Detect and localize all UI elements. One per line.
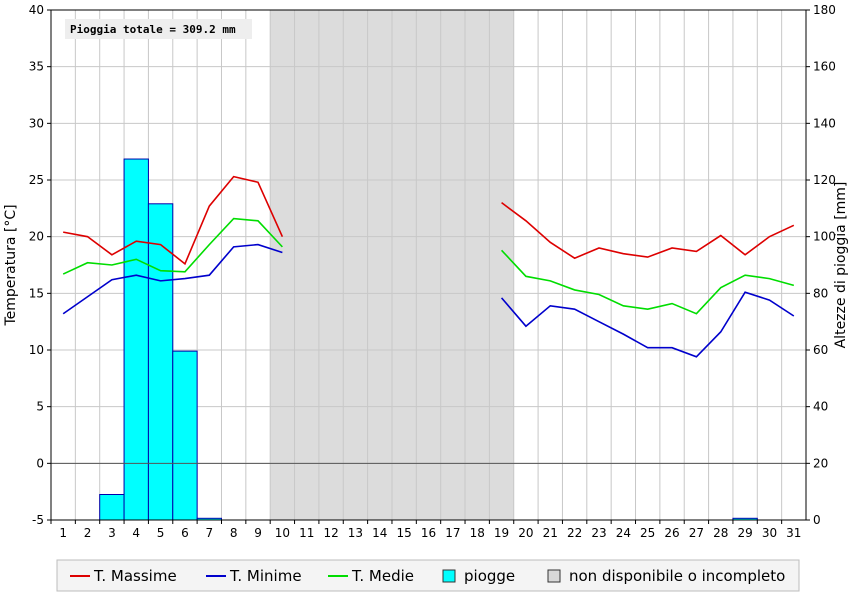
x-tick-label: 1 [59, 526, 67, 540]
total-rain-annotation: Pioggia totale = 309.2 mm [65, 19, 252, 39]
y-left-tick-label: 25 [29, 173, 44, 187]
x-tick-label: 21 [543, 526, 558, 540]
y-right-tick-label: 180 [813, 3, 836, 17]
x-tick-label: 2 [84, 526, 92, 540]
x-tick-label: 15 [397, 526, 412, 540]
line-t-minime [500, 291, 795, 358]
x-tick-label: 16 [421, 526, 436, 540]
y-left-tick-label: 20 [29, 230, 44, 244]
y-right-tick-label: 120 [813, 173, 836, 187]
x-tick-label: 13 [348, 526, 363, 540]
legend-swatch-box [547, 569, 561, 583]
x-tick-label: 28 [713, 526, 728, 540]
y-left-tick-label: 30 [29, 116, 44, 130]
y-left-tick-label: -5 [32, 513, 44, 527]
line-t-medie [500, 249, 795, 315]
x-tick-label: 24 [616, 526, 631, 540]
x-tick-label: 29 [737, 526, 752, 540]
plot-frame [50, 9, 807, 521]
y-right-tick-label: 0 [813, 513, 821, 527]
x-tick-label: 20 [518, 526, 533, 540]
rain-bar [99, 494, 125, 521]
y-left-tick-label: 40 [29, 3, 44, 17]
rain-bar [123, 158, 149, 521]
plot-border [50, 9, 807, 521]
rain-bar [172, 350, 198, 521]
x-tick-label: 19 [494, 526, 509, 540]
x-tick-label: 12 [323, 526, 338, 540]
x-tick-label: 18 [470, 526, 485, 540]
legend-label: piogge [464, 567, 515, 585]
y-axis-right-ticks: 0 20 40 60 80 100 120 140 160 180 [806, 3, 836, 527]
x-tick-label: 22 [567, 526, 582, 540]
total-rain-text: Pioggia totale = 309.2 mm [70, 23, 236, 36]
x-tick-label: 27 [689, 526, 704, 540]
y-right-tick-label: 60 [813, 343, 828, 357]
x-tick-label: 31 [786, 526, 801, 540]
x-tick-label: 6 [181, 526, 189, 540]
line-t-minime [62, 243, 283, 315]
x-tick-label: 25 [640, 526, 655, 540]
y-right-tick-label: 100 [813, 230, 836, 244]
x-tick-label: 3 [108, 526, 116, 540]
legend-label: non disponibile o incompleto [569, 567, 785, 585]
line-t-massime [501, 202, 795, 260]
y-left-tick-label: 10 [29, 343, 44, 357]
legend-label: T. Minime [229, 567, 302, 585]
y-left-tick-label: 15 [29, 286, 44, 300]
y-right-tick-label: 20 [813, 456, 828, 470]
y-axis-left-ticks: -5 0 5 10 15 20 25 30 35 40 [29, 3, 51, 527]
y-right-tick-label: 40 [813, 400, 828, 414]
x-tick-label: 14 [372, 526, 387, 540]
line-t-massime [63, 175, 284, 266]
x-tick-label: 23 [591, 526, 606, 540]
y-left-tick-label: 0 [36, 456, 44, 470]
temperature-lines [62, 175, 795, 358]
y-left-tick-label: 5 [36, 400, 44, 414]
x-tick-label: 8 [230, 526, 238, 540]
legend-label: T. Massime [93, 567, 177, 585]
x-tick-label: 11 [299, 526, 314, 540]
x-tick-label: 5 [157, 526, 165, 540]
y-axis-left-title: Temperatura [°C] [3, 204, 19, 326]
y-right-tick-label: 160 [813, 60, 836, 74]
legend-label: T. Medie [351, 567, 414, 585]
legend: T. Massime T. Minime T. Medie piogge non dis… [56, 559, 800, 592]
y-right-tick-label: 80 [813, 286, 828, 300]
legend-box [56, 559, 800, 592]
x-tick-label: 7 [205, 526, 213, 540]
x-tick-label: 10 [275, 526, 290, 540]
line-t-medie [62, 217, 283, 275]
y-left-tick-label: 35 [29, 60, 44, 74]
x-tick-label: 26 [664, 526, 679, 540]
y-axis-right-title: Altezze di pioggia [mm] [833, 182, 849, 349]
x-axis-ticks: 1 2 3 4 5 6 7 8 9 10 11 12 13 14 15 16 17 18 19 20 21 22 23 24 2… [50, 520, 801, 540]
x-tick-label: 9 [254, 526, 262, 540]
x-tick-label: 17 [445, 526, 460, 540]
x-tick-label: 30 [762, 526, 777, 540]
y-right-tick-label: 140 [813, 116, 836, 130]
legend-swatch-box [442, 569, 456, 583]
rain-bars [99, 158, 758, 521]
x-tick-label: 4 [132, 526, 140, 540]
